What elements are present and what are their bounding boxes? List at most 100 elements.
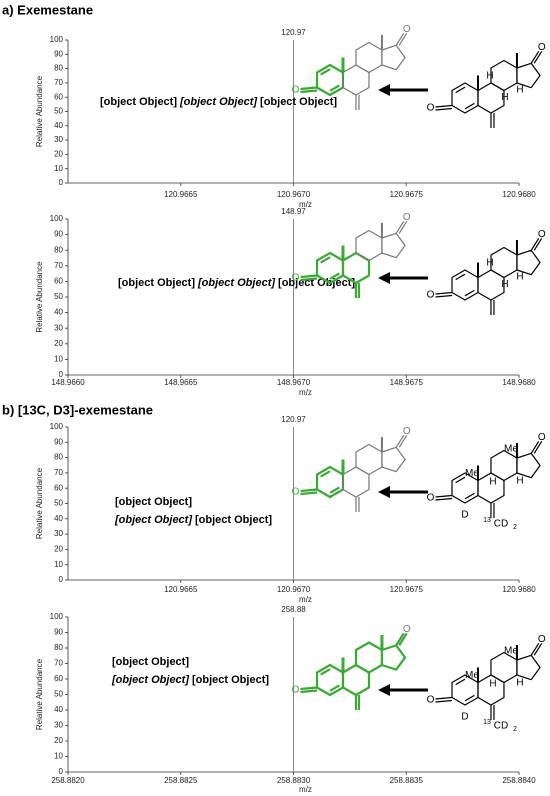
annotation-part: [object Object]: [100, 96, 177, 108]
bond: [533, 441, 543, 454]
y-tick-label: 70: [54, 261, 63, 270]
bond: [533, 643, 543, 656]
bond: [398, 632, 408, 646]
bond: [300, 689, 318, 694]
x-tick-label: 258.8840: [502, 776, 536, 785]
y-tick-label: 80: [54, 453, 63, 462]
x-tick-label: 148.9670: [277, 378, 311, 387]
bond: [320, 68, 331, 76]
atom-label: O: [427, 103, 435, 114]
y-tick-label: 90: [54, 628, 63, 637]
y-tick-label: 40: [54, 705, 63, 714]
atom-label: O: [427, 290, 435, 301]
bond: [530, 51, 540, 64]
ring: [516, 654, 541, 681]
ring: [355, 41, 383, 74]
y-tick-label: 60: [54, 483, 63, 492]
x-tick-label: 120.9670: [277, 585, 311, 594]
y-tick-label: 40: [54, 514, 63, 523]
ring: [477, 269, 505, 301]
bond: [300, 488, 318, 493]
bond: [300, 686, 318, 691]
y-tick-label: 20: [54, 150, 63, 159]
y-tick-label: 60: [54, 92, 63, 101]
bond: [435, 494, 453, 498]
atom-label: H: [516, 476, 523, 487]
y-tick-label: 80: [54, 245, 63, 254]
arrow-head: [378, 84, 390, 96]
atom-label: O: [403, 212, 411, 223]
y-tick-label: 10: [54, 164, 63, 173]
peak-label: 258.88: [281, 605, 306, 614]
annotation-part: [object Object]: [197, 277, 275, 289]
atom-label: O: [538, 634, 546, 645]
bond: [435, 294, 453, 298]
bond: [395, 435, 405, 448]
annotation: [object Object] [object Object] [object Ob…: [118, 277, 355, 289]
atom-label: H: [516, 85, 523, 96]
y-tick-label: 20: [54, 339, 63, 348]
bond: [464, 102, 475, 110]
peak-label: 120.97: [281, 415, 306, 424]
y-tick-label: 70: [54, 468, 63, 477]
bond: [329, 84, 340, 92]
ring: [355, 443, 383, 476]
y-tick-label: 50: [54, 292, 63, 301]
atom-label: Me: [465, 468, 479, 479]
bond: [395, 632, 405, 646]
atom-label: H: [486, 71, 493, 82]
atom-label: H: [501, 279, 508, 290]
bond: [435, 497, 453, 501]
atom-label: O: [292, 685, 300, 696]
peak-label: 120.97: [281, 28, 306, 37]
ring: [490, 59, 518, 92]
bond: [329, 272, 340, 280]
y-tick-label: 10: [54, 355, 63, 364]
x-tick-label: 148.9660: [51, 378, 85, 387]
bond: [455, 678, 466, 686]
atom-label: H: [489, 679, 496, 690]
atom-label: D: [461, 712, 468, 723]
arrow-head: [378, 684, 390, 696]
annotation-part: [object Object]: [260, 96, 337, 108]
x-tick-label: 258.8825: [164, 776, 198, 785]
y-axis-label: Relative Abundance: [35, 261, 44, 333]
x-axis-label: m/z: [299, 595, 312, 604]
annotation: [object Object]: [112, 656, 189, 668]
x-tick-label: 120.9665: [164, 585, 198, 594]
y-tick-label: 30: [54, 323, 63, 332]
y-axis-label: Relative Abundance: [35, 75, 44, 147]
atom-label: O: [292, 85, 300, 96]
y-tick-label: 10: [54, 560, 63, 569]
annotation-part: [object Object]: [118, 277, 195, 289]
bond: [398, 221, 408, 234]
y-tick-label: 50: [54, 690, 63, 699]
x-tick-label: 148.9665: [164, 378, 198, 387]
atom-label: Me: [504, 444, 518, 455]
y-tick-label: 90: [54, 437, 63, 446]
ring: [490, 246, 518, 279]
y-tick-label: 0: [59, 575, 64, 584]
atom-label: H: [516, 678, 523, 689]
atom-label: CD: [494, 519, 508, 530]
bond: [435, 291, 453, 295]
bond: [533, 51, 543, 64]
bond: [320, 470, 331, 478]
bond: [533, 238, 543, 251]
atom-label: O: [403, 426, 411, 437]
y-tick-label: 0: [59, 370, 64, 379]
bond: [300, 277, 318, 282]
atom-label: O: [538, 229, 546, 240]
atom-label: Me: [504, 646, 518, 657]
ring: [516, 249, 541, 276]
y-tick-label: 40: [54, 121, 63, 130]
bond: [530, 441, 540, 454]
annotation-part: [object Object]: [179, 96, 257, 108]
atom-label: H: [486, 258, 493, 269]
y-tick-label: 50: [54, 499, 63, 508]
y-tick-label: 80: [54, 643, 63, 652]
y-tick-label: 60: [54, 277, 63, 286]
ring: [381, 44, 406, 71]
x-tick-label: 120.9670: [277, 190, 311, 199]
atom-label: O: [538, 432, 546, 443]
